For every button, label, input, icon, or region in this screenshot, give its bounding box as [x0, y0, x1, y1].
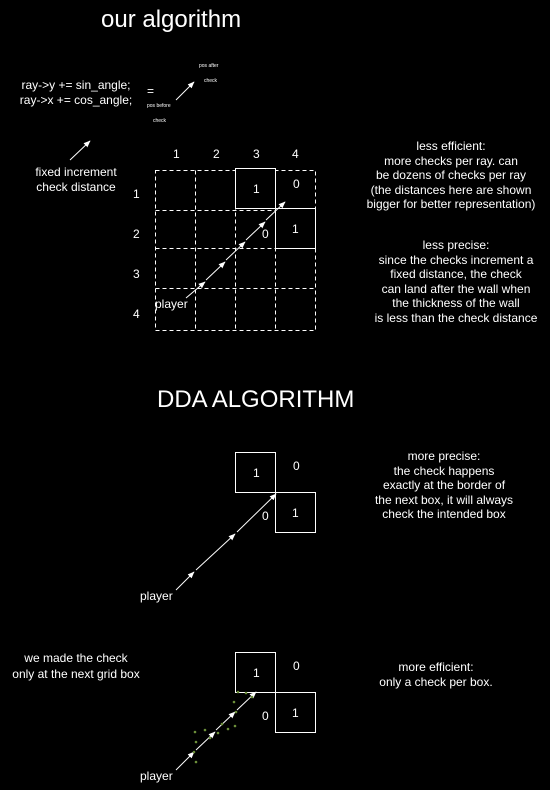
- dda-wall-cell-a: [235, 452, 276, 493]
- precision-note: less precise: since the checks increment…: [366, 238, 546, 325]
- next-grid-box-note: we made the check only at the next grid …: [8, 650, 144, 682]
- section-title-our-algorithm: our algorithm: [101, 6, 242, 33]
- skipped-check-dots: [192, 690, 254, 764]
- equals-sign: =: [147, 84, 155, 98]
- note-line: is less than the check distance: [374, 310, 538, 325]
- efficiency-note-dda: more efficient: only a check per box.: [372, 660, 500, 689]
- wall-cell-r2c4: [275, 208, 316, 249]
- player-label: player: [140, 769, 173, 783]
- precision-note-dda: more precise: the check happens exactly …: [366, 449, 522, 522]
- code-snippet: ray->y += sin_angle; ray->x += cos_angle…: [12, 78, 140, 107]
- fixed-increment-arrow: [69, 140, 91, 161]
- dda-wall-cell-d: [275, 492, 316, 533]
- cell-value: 1: [292, 706, 299, 720]
- note-line: we made the check: [24, 651, 128, 665]
- pos-after-label: check: [204, 78, 218, 84]
- cell-value: 1: [253, 666, 260, 680]
- cell-value: 0: [262, 709, 269, 723]
- pos-before-label: check: [153, 118, 167, 124]
- fixed-increment-note: fixed increment check distance: [20, 165, 132, 195]
- row-label: 2: [133, 227, 140, 241]
- note-line: since the checks increment a: [378, 252, 534, 267]
- cell-value: 0: [262, 227, 269, 241]
- note-line: fixed distance, the check: [390, 267, 522, 281]
- note-line: be dozens of checks per ray: [375, 168, 527, 182]
- cell-value: 1: [253, 466, 260, 480]
- note-line: can land after the wall when: [381, 281, 531, 296]
- note-line: check distance: [36, 180, 116, 194]
- efficient-wall-cell-a: [235, 652, 276, 693]
- note-line: less precise:: [422, 238, 490, 252]
- cell-value: 1: [253, 182, 260, 196]
- section-title-dda: DDA ALGORITHM: [157, 386, 355, 413]
- column-label: 3: [253, 147, 260, 161]
- player-label: player: [140, 589, 173, 603]
- code-line: ray->y += sin_angle;: [21, 78, 131, 92]
- cell-value: 0: [293, 459, 300, 473]
- code-line: ray->x += cos_angle;: [19, 92, 133, 107]
- note-line: exactly at the border of: [382, 478, 506, 492]
- fixed-step-arrows: [185, 201, 286, 299]
- note-line: fixed increment: [35, 165, 117, 179]
- note-line: check the intended box: [382, 507, 506, 521]
- efficient-wall-cell-d: [275, 692, 316, 733]
- note-line: the next box, it will always: [374, 492, 514, 507]
- cell-value: 0: [293, 659, 300, 673]
- note-line: only at the next grid box: [12, 667, 140, 681]
- note-line: more checks per ray. can: [384, 153, 518, 168]
- row-label: 3: [133, 267, 140, 281]
- player-label: player: [155, 297, 188, 311]
- note-line: less efficient:: [416, 139, 486, 153]
- column-label: 1: [173, 147, 180, 161]
- note-line: bigger for better representation): [366, 197, 536, 211]
- note-line: the check happens: [393, 463, 495, 478]
- row-label: 1: [133, 187, 140, 201]
- pos-before-label: pos before: [147, 103, 171, 109]
- note-line: more efficient:: [398, 660, 474, 674]
- note-line: only a check per box.: [379, 674, 493, 689]
- note-line: more precise:: [407, 449, 481, 463]
- dda-step-arrows: [175, 493, 277, 591]
- wall-cell-r1c3: [235, 168, 276, 209]
- column-label: 2: [213, 147, 220, 161]
- note-line: the thickness of the wall: [392, 296, 520, 310]
- column-label: 4: [292, 147, 299, 161]
- efficient-step-arrows: [175, 691, 257, 771]
- cell-value: 1: [292, 222, 299, 236]
- row-label: 4: [133, 307, 140, 321]
- note-line: (the distances here are shown: [370, 182, 532, 197]
- efficiency-note: less efficient: more checks per ray. can…: [362, 139, 540, 212]
- cell-value: 1: [292, 506, 299, 520]
- cell-value: 0: [262, 509, 269, 523]
- illustration-arrow: [175, 81, 195, 101]
- cell-value: 0: [293, 177, 300, 191]
- pos-after-label: pos after: [199, 63, 219, 69]
